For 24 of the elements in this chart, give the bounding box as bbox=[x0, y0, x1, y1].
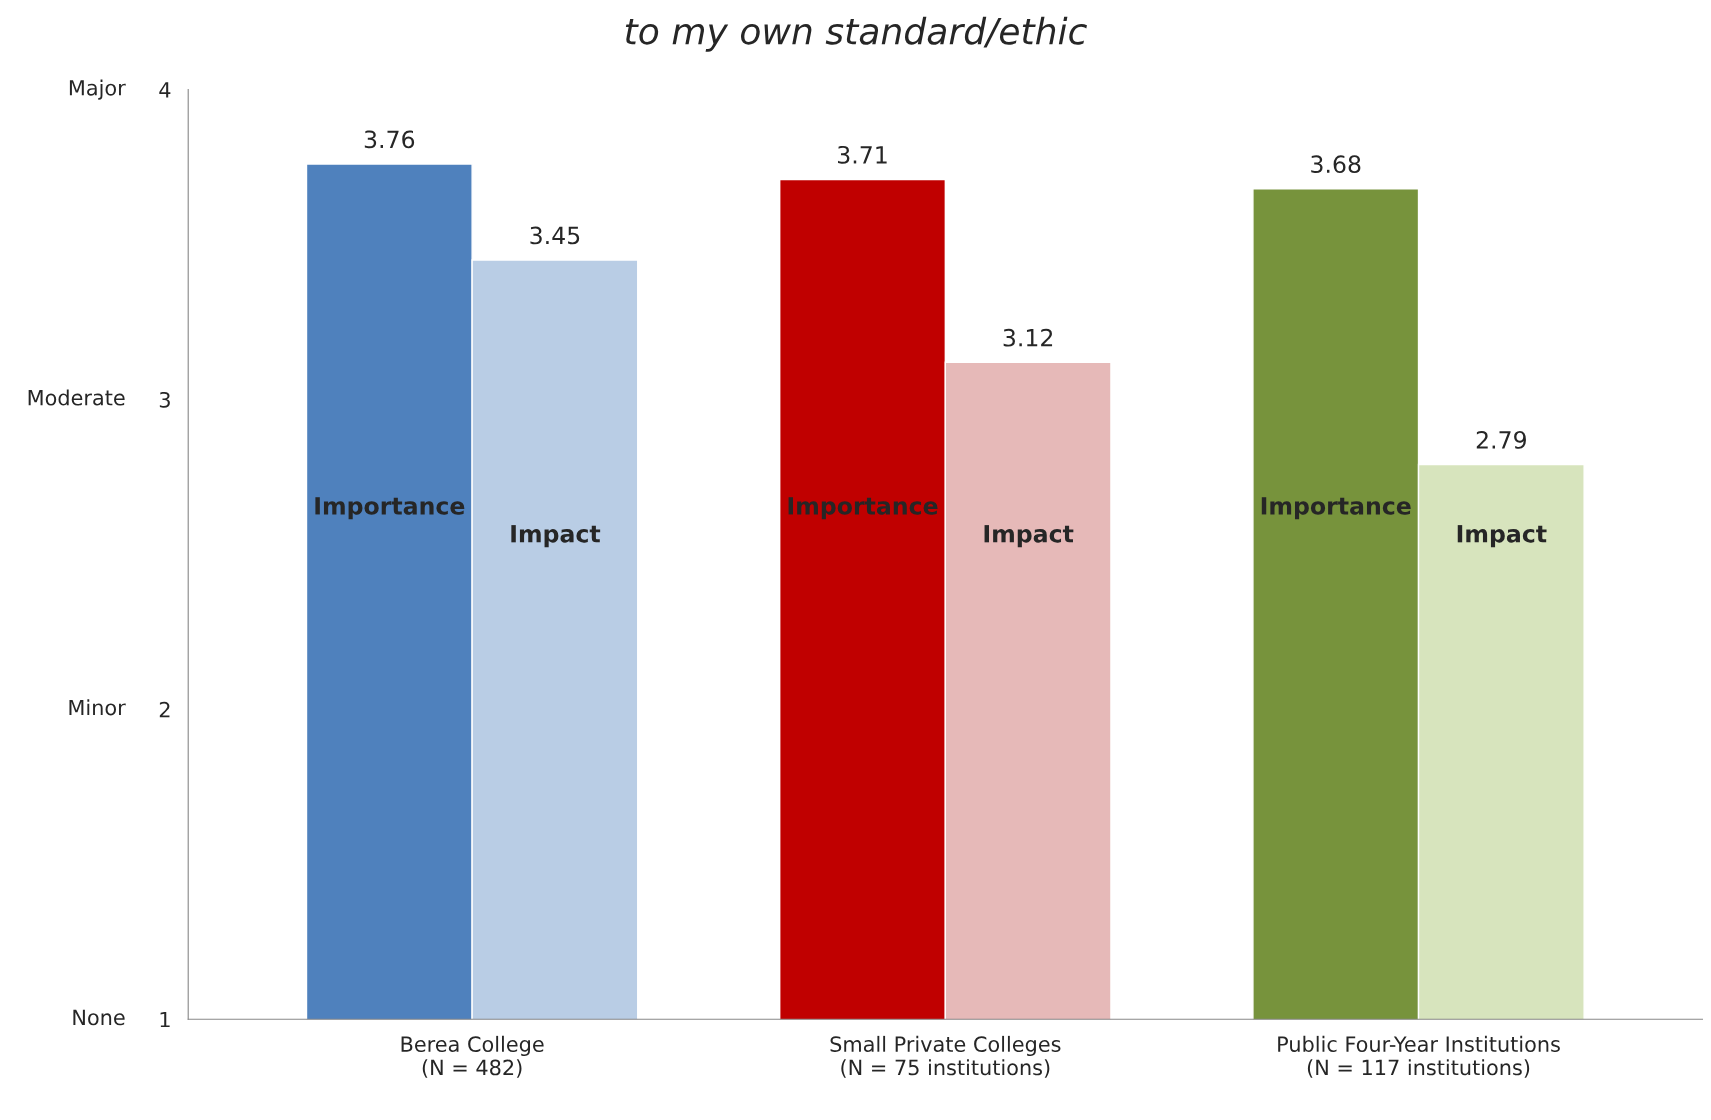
series-label: Importance bbox=[1261, 497, 1411, 520]
y-tick-label: 1 bbox=[160, 1011, 170, 1028]
text: None bbox=[73, 1009, 125, 1026]
text: Importance bbox=[315, 497, 465, 520]
y-tick-label: 4 bbox=[159, 82, 171, 98]
text: Minor bbox=[69, 699, 126, 716]
text: Major bbox=[69, 79, 126, 100]
data-label: 3.76 bbox=[364, 130, 415, 149]
x-tick-label: Small Private Colleges (N = 75 institutions) bbox=[830, 1035, 1061, 1078]
text: Impact bbox=[984, 525, 1074, 548]
text: Moderate bbox=[28, 389, 125, 406]
y-tick-label: 3 bbox=[159, 391, 170, 408]
x-tick-label: Berea College (N = 482) bbox=[401, 1035, 544, 1078]
series-label: Impact bbox=[511, 525, 601, 548]
data-label: 3.68 bbox=[1311, 155, 1361, 174]
data-label: 2.79 bbox=[1476, 430, 1526, 449]
y-tick-label: 2 bbox=[159, 701, 170, 718]
chart-title: to my own standard/ethic bbox=[625, 16, 1087, 52]
x-tick-label: Public Four-Year Institutions (N = 117 institutions) bbox=[1278, 1035, 1560, 1078]
text: Importance bbox=[788, 497, 938, 520]
data-label: 3.12 bbox=[1003, 328, 1053, 347]
data-label: 3.45 bbox=[530, 226, 580, 245]
data-label: 3.71 bbox=[838, 145, 887, 164]
text: Impact bbox=[1457, 525, 1547, 548]
